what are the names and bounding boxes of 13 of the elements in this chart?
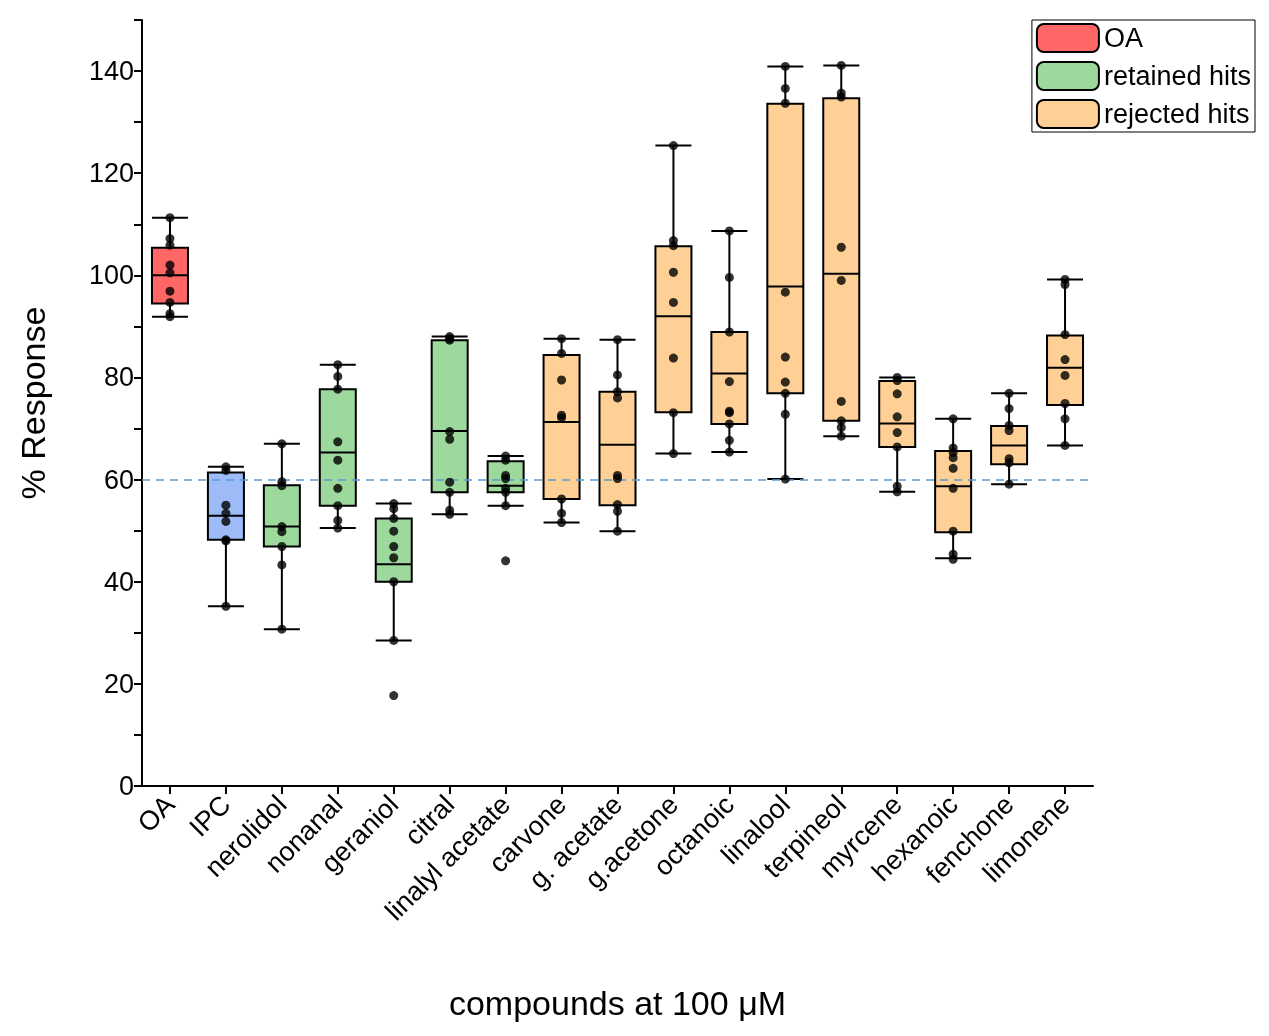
y-tick-label: 40	[103, 566, 134, 597]
y-axis-title: % Response	[14, 306, 52, 500]
y-tick-label: 100	[88, 260, 134, 291]
x-axis-title: compounds at 100 μM	[448, 984, 787, 1022]
legend-label: rejected hits	[1103, 99, 1250, 129]
y-tick-label: 60	[103, 464, 134, 495]
legend-label: OA	[1103, 23, 1143, 53]
y-tick-label: 20	[103, 668, 134, 699]
y-tick-label: 140	[88, 56, 134, 87]
y-tick-label: 0	[118, 771, 134, 801]
y-tick-label: 80	[103, 362, 134, 393]
legend-label: retained hits	[1103, 61, 1251, 91]
y-tick-label: 120	[88, 158, 134, 189]
